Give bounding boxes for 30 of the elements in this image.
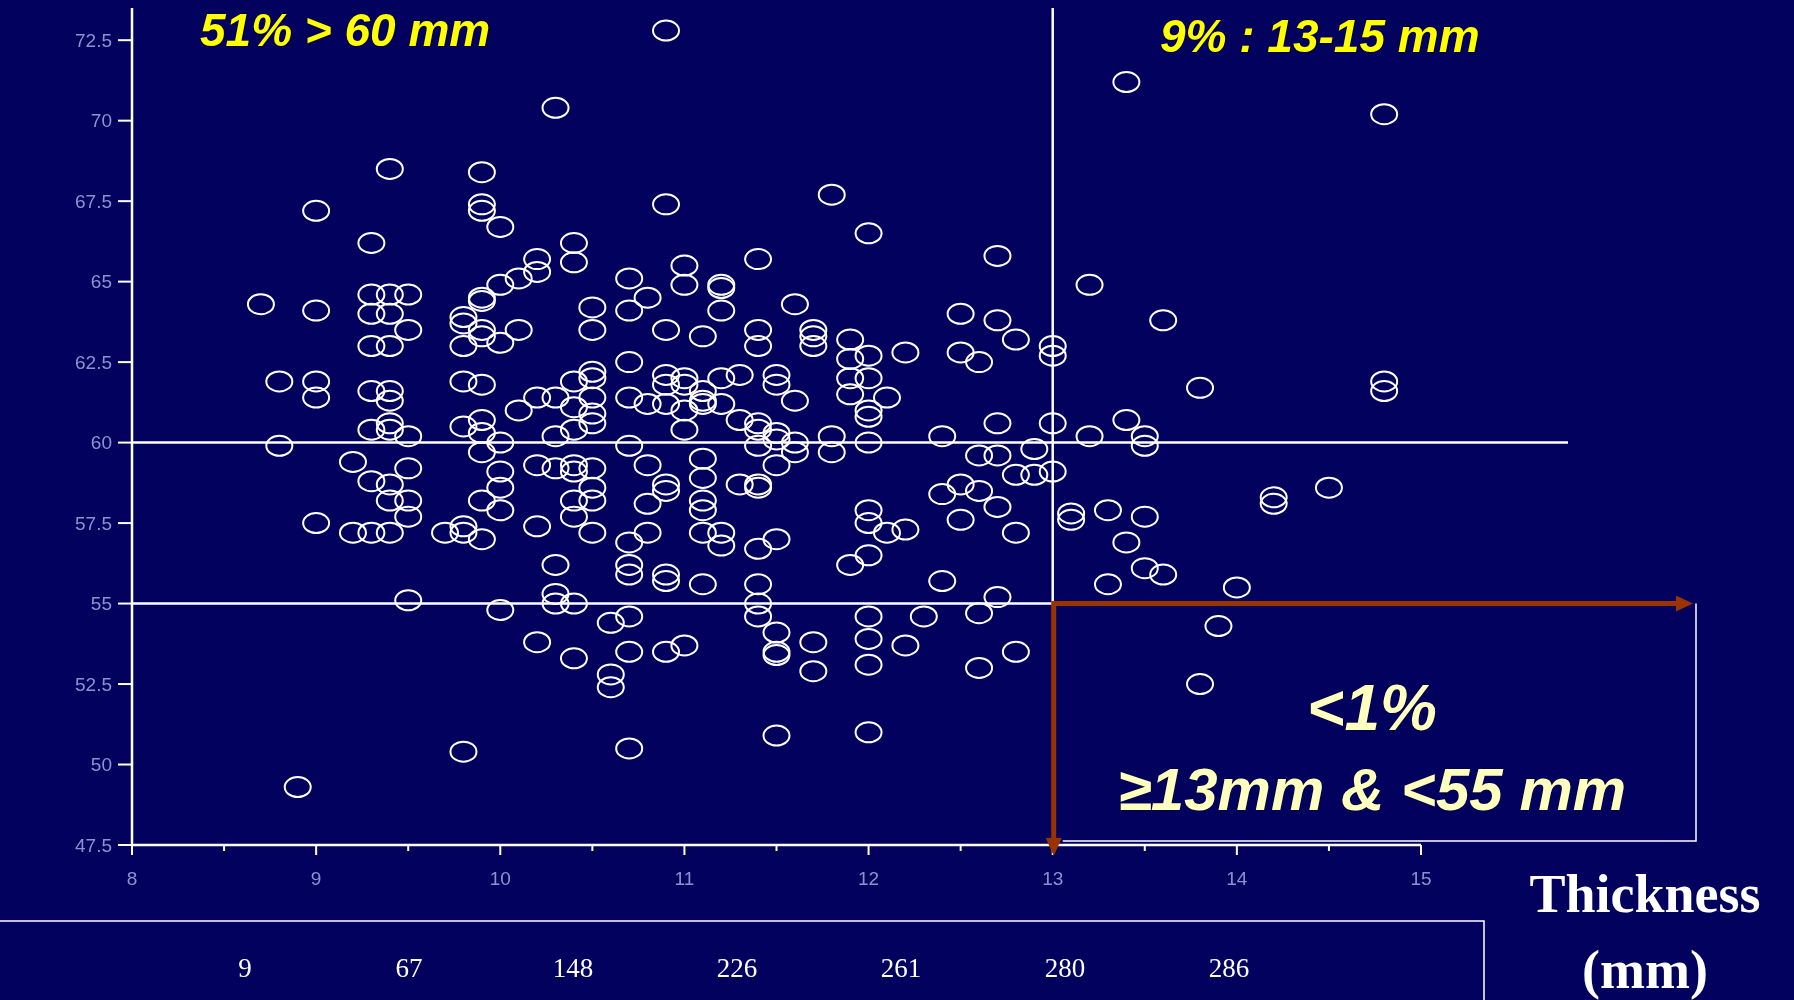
text: 286: [1208, 953, 1250, 983]
y-tick-label: 62.5: [75, 351, 112, 373]
x-tick-label: 9: [310, 868, 322, 889]
x-tick-label: 8: [126, 868, 138, 889]
text: 280: [1044, 953, 1086, 983]
text: 261: [880, 953, 922, 983]
x-tick-label: 15: [1410, 868, 1432, 889]
y-tick-label: 65: [90, 271, 112, 293]
y-tick-label: 72.5: [75, 29, 112, 51]
y-tick-label: 67.5: [75, 190, 112, 212]
annotation: 9% : 13-15 mm: [1160, 10, 1480, 62]
text: 67: [395, 953, 423, 983]
x-tick-label: 14: [1226, 868, 1248, 889]
y-tick-label: 55: [90, 593, 112, 615]
x-tick-label: 12: [858, 868, 880, 889]
text: 9: [238, 953, 252, 983]
x-axis-title: Thickness (mm): [1529, 864, 1761, 1000]
y-tick-label: 70: [90, 110, 112, 132]
x-tick-label: 10: [489, 868, 511, 889]
text: 226: [716, 953, 758, 983]
y-tick-label: 52.5: [75, 673, 112, 695]
y-tick-label: 60: [90, 432, 112, 454]
x-tick-label: 13: [1042, 868, 1064, 889]
y-tick-label: 50: [90, 754, 112, 776]
text: 148: [552, 953, 594, 983]
y-tick-label: 47.5: [75, 834, 112, 856]
annotation: <1%: [1307, 672, 1437, 744]
annotation: 51% > 60 mm: [200, 4, 491, 56]
x-tick-label: 11: [674, 868, 695, 889]
y-tick-label: 57.5: [75, 512, 112, 534]
